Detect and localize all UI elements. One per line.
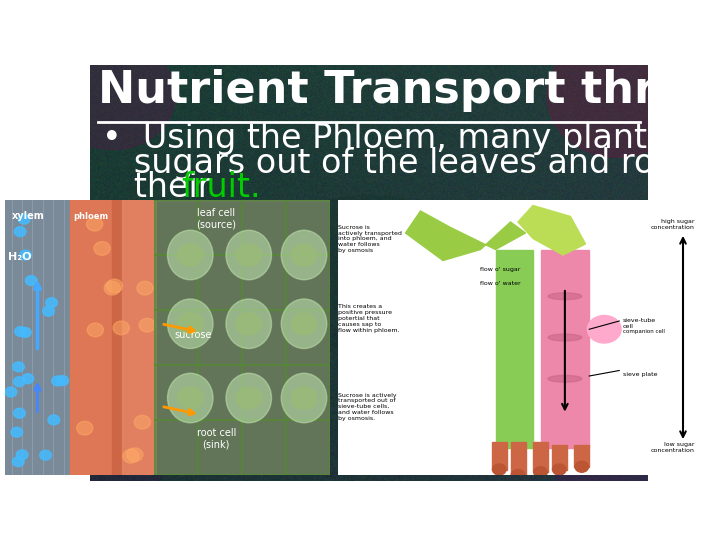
Circle shape — [87, 323, 104, 337]
Circle shape — [177, 387, 203, 409]
Circle shape — [291, 313, 317, 335]
Ellipse shape — [55, 400, 171, 500]
Circle shape — [22, 374, 34, 383]
Circle shape — [14, 227, 26, 237]
Circle shape — [76, 421, 93, 435]
Text: flow o' water: flow o' water — [480, 281, 521, 286]
Circle shape — [123, 449, 139, 463]
Bar — [495, 249, 533, 448]
Bar — [533, 442, 548, 472]
Circle shape — [291, 387, 317, 409]
Ellipse shape — [588, 315, 621, 343]
Circle shape — [94, 241, 110, 255]
Text: leaf cell
(source): leaf cell (source) — [197, 208, 236, 230]
Ellipse shape — [226, 230, 271, 280]
Circle shape — [19, 328, 31, 338]
Circle shape — [12, 457, 24, 467]
Circle shape — [113, 321, 130, 335]
Text: sieve-tube
cell: sieve-tube cell — [623, 319, 656, 329]
Circle shape — [11, 427, 22, 437]
Circle shape — [86, 217, 103, 231]
Text: sucrose: sucrose — [174, 329, 212, 340]
Ellipse shape — [547, 392, 687, 508]
Bar — [5, 200, 70, 475]
Circle shape — [40, 450, 51, 460]
Ellipse shape — [168, 230, 213, 280]
Circle shape — [25, 275, 37, 286]
Bar — [122, 200, 155, 475]
Circle shape — [139, 319, 156, 332]
Bar — [70, 200, 112, 475]
Text: Sucrose is actively
transported out of
sieve-tube cells,
and water follows
by os: Sucrose is actively transported out of s… — [338, 393, 397, 421]
Circle shape — [48, 415, 60, 425]
Text: root cell
(sink): root cell (sink) — [197, 428, 236, 449]
Circle shape — [134, 415, 150, 429]
Bar — [492, 442, 507, 469]
Ellipse shape — [552, 464, 566, 475]
Text: H₂O: H₂O — [8, 253, 32, 262]
Circle shape — [177, 244, 203, 266]
Circle shape — [127, 448, 143, 462]
Ellipse shape — [548, 375, 582, 382]
Text: sugars out of the leaves and roots and into: sugars out of the leaves and roots and i… — [102, 146, 720, 180]
Text: low sugar
concentration: low sugar concentration — [650, 442, 694, 453]
Text: This creates a
positive pressure
potertial that
causes sap to
flow within phloem: This creates a positive pressure poterti… — [338, 305, 400, 333]
Circle shape — [235, 387, 262, 409]
Bar — [112, 200, 122, 475]
Ellipse shape — [226, 299, 271, 348]
Text: flow o' sugar: flow o' sugar — [480, 267, 521, 273]
Bar — [575, 445, 589, 467]
Circle shape — [45, 298, 58, 308]
Ellipse shape — [282, 230, 327, 280]
Circle shape — [14, 327, 27, 336]
Text: their: their — [102, 171, 222, 204]
Bar — [541, 249, 589, 448]
Bar — [155, 200, 330, 475]
Text: high sugar
concentration: high sugar concentration — [650, 219, 694, 230]
Circle shape — [235, 313, 262, 335]
Circle shape — [137, 281, 153, 295]
Text: fruit.: fruit. — [181, 171, 261, 204]
Text: •  Using the Phloem, many plants pump: • Using the Phloem, many plants pump — [102, 122, 720, 155]
Ellipse shape — [547, 34, 687, 157]
Circle shape — [17, 450, 28, 460]
Text: Sucrose is
actively transported
into phloem, and
water follows
by osmosis: Sucrose is actively transported into phl… — [338, 225, 402, 253]
Text: sieve plate: sieve plate — [623, 372, 657, 377]
Ellipse shape — [168, 373, 213, 423]
Ellipse shape — [253, 195, 485, 350]
Ellipse shape — [168, 299, 213, 348]
Polygon shape — [518, 206, 585, 255]
Circle shape — [18, 214, 30, 224]
Text: phloem: phloem — [73, 212, 109, 221]
Circle shape — [235, 244, 262, 266]
Ellipse shape — [511, 469, 525, 481]
Ellipse shape — [534, 467, 547, 478]
Bar — [510, 442, 526, 475]
Text: Nutrient Transport through Phloem: Nutrient Transport through Phloem — [98, 69, 720, 112]
Polygon shape — [405, 211, 526, 260]
Circle shape — [19, 250, 31, 260]
Text: xylem: xylem — [12, 211, 44, 221]
Ellipse shape — [548, 334, 582, 341]
Circle shape — [42, 306, 54, 316]
Text: companion cell: companion cell — [623, 329, 665, 334]
Circle shape — [13, 362, 24, 372]
Circle shape — [291, 244, 317, 266]
Ellipse shape — [575, 461, 588, 472]
Circle shape — [52, 376, 63, 386]
Ellipse shape — [226, 373, 271, 423]
Circle shape — [177, 313, 203, 335]
Ellipse shape — [492, 464, 506, 475]
Circle shape — [14, 408, 25, 418]
Bar — [552, 445, 567, 469]
Ellipse shape — [282, 299, 327, 348]
Ellipse shape — [51, 42, 175, 150]
Circle shape — [107, 279, 122, 293]
Circle shape — [57, 376, 68, 386]
Ellipse shape — [548, 293, 582, 300]
Circle shape — [104, 281, 120, 295]
Circle shape — [5, 387, 17, 397]
Circle shape — [14, 377, 25, 387]
Ellipse shape — [282, 373, 327, 423]
